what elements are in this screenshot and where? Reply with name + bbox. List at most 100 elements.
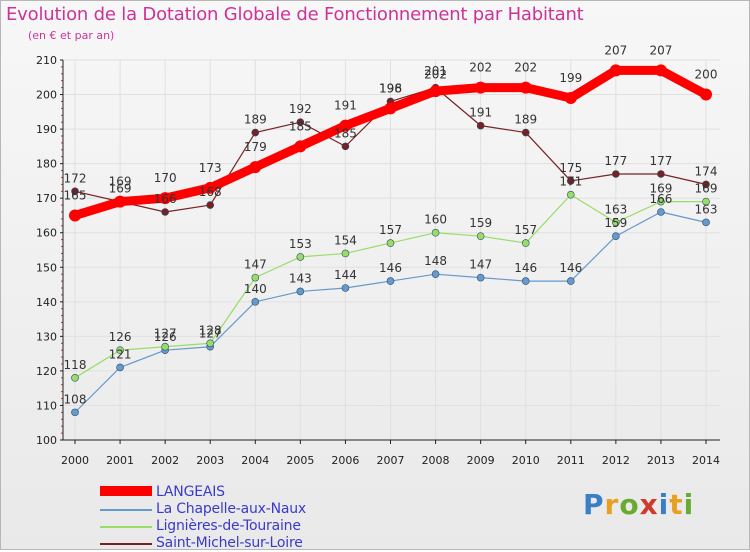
chart-title: Evolution de la Dotation Globale de Fonc… [6,4,584,25]
data-point-la-chapelle-aux-naux [476,273,485,282]
legend-label: Saint-Michel-sur-Loire [156,535,303,551]
data-point-la-chapelle-aux-naux [431,270,440,278]
data-label-langeais: 202 [514,61,537,75]
data-label-lignieres-de-touraine: 126 [109,330,132,344]
data-point-la-chapelle-aux-naux [521,277,530,285]
series-layer [69,64,712,417]
data-point-saint-michel-sur-loire [71,187,79,196]
data-label-saint-michel-sur-loire: 185 [334,126,357,140]
data-point-langeais [564,92,577,104]
data-label-lignieres-de-touraine: 160 [424,213,447,227]
data-label-langeais: 169 [109,175,132,189]
data-point-la-chapelle-aux-naux [116,363,124,372]
data-label-saint-michel-sur-loire: 166 [154,192,177,206]
data-point-saint-michel-sur-loire [521,128,530,137]
legend-label: Lignières-de-Touraine [156,518,301,534]
axes: 100 110 120 130 140 150 160 170 180 190 200 210 2000… [36,54,720,467]
data-point-saint-michel-sur-loire [296,118,305,126]
data-label-langeais: 196 [379,81,402,95]
data-point-saint-michel-sur-loire [206,201,215,209]
data-label-la-chapelle-aux-naux: 159 [604,216,627,230]
data-label-saint-michel-sur-loire: 198 [379,81,402,95]
logo-letter: o [619,488,640,521]
data-point-saint-michel-sur-loire [251,128,260,137]
data-point-la-chapelle-aux-naux [566,277,575,285]
y-tick-label: 170 [36,192,57,205]
y-tick-label: 150 [36,261,57,274]
data-label-la-chapelle-aux-naux: 121 [109,347,132,361]
data-label-lignieres-de-touraine: 157 [379,223,402,237]
x-tick-label: 2007 [377,454,405,467]
data-point-lignieres-de-touraine [206,339,215,348]
chart-subtitle: (en € et par an) [28,29,115,42]
x-tick-label: 2000 [61,454,89,467]
data-label-la-chapelle-aux-naux: 126 [154,330,177,344]
x-tick-label: 2013 [647,454,675,467]
data-label-la-chapelle-aux-naux: 146 [514,261,537,275]
data-label-lignieres-de-touraine: 153 [289,237,312,251]
data-label-saint-michel-sur-loire: 189 [514,113,537,127]
y-tick-label: 160 [36,227,57,240]
data-label-la-chapelle-aux-naux: 127 [199,327,222,341]
data-point-langeais [294,140,307,153]
legend-swatch-langeais [100,486,152,496]
data-point-la-chapelle-aux-naux [657,208,665,216]
data-point-lignieres-de-touraine [251,273,260,282]
data-label-lignieres-de-touraine: 154 [334,233,357,247]
data-label-lignieres-de-touraine: 171 [559,175,582,189]
data-label-langeais: 200 [695,68,718,82]
legend-label: LANGEAIS [156,484,225,500]
data-label-saint-michel-sur-loire: 175 [559,161,582,175]
data-point-lignieres-de-touraine [341,249,350,258]
data-label-la-chapelle-aux-naux: 108 [64,392,87,406]
legend-swatch-la-chapelle-aux-naux [100,509,152,511]
data-label-lignieres-de-touraine: 169 [695,182,718,196]
data-label-la-chapelle-aux-naux: 146 [379,261,402,275]
data-label-saint-michel-sur-loire: 202 [424,68,447,82]
data-label-saint-michel-sur-loire: 169 [109,182,132,196]
data-label-saint-michel-sur-loire: 191 [469,106,492,120]
legend-swatch-lignieres-de-touraine [100,526,152,528]
data-point-saint-michel-sur-loire [566,177,575,185]
data-label-lignieres-de-touraine: 127 [154,327,177,341]
data-point-saint-michel-sur-loire [341,142,350,151]
grid-lines [63,59,720,441]
data-point-lignieres-de-touraine [116,346,124,354]
y-tick-label: 140 [36,296,57,309]
data-point-saint-michel-sur-loire [476,121,485,130]
data-point-langeais [339,119,352,132]
y-tick-label: 100 [36,434,57,447]
data-label-lignieres-de-touraine: 169 [649,182,672,196]
y-tick-label: 120 [36,365,57,378]
data-label-langeais: 207 [604,43,627,57]
x-tick-label: 2008 [422,454,450,467]
data-point-saint-michel-sur-loire [702,180,710,189]
data-label-langeais: 201 [424,64,447,78]
data-label-la-chapelle-aux-naux: 163 [695,202,718,216]
y-tick-label: 210 [36,54,57,67]
data-point-la-chapelle-aux-naux [386,277,395,285]
data-point-lignieres-de-touraine [476,232,485,240]
x-tick-label: 2005 [286,454,314,467]
data-label-la-chapelle-aux-naux: 148 [424,254,447,268]
data-label-langeais: 202 [469,61,492,75]
data-label-la-chapelle-aux-naux: 143 [289,271,312,285]
data-label-la-chapelle-aux-naux: 147 [469,258,492,272]
data-point-la-chapelle-aux-naux [71,408,79,417]
data-point-la-chapelle-aux-naux [251,298,260,306]
data-point-langeais [69,209,81,222]
data-point-la-chapelle-aux-naux [341,284,350,292]
x-tick-label: 2004 [241,454,269,467]
y-tick-label: 130 [36,330,57,343]
x-tick-label: 2002 [151,454,179,467]
data-point-saint-michel-sur-loire [161,208,169,216]
data-label-saint-michel-sur-loire: 177 [649,154,672,168]
x-tick-label: 2001 [106,454,134,467]
data-label-lignieres-de-touraine: 128 [199,323,222,337]
x-tick-label: 2012 [602,454,630,467]
data-label-saint-michel-sur-loire: 177 [604,154,627,168]
data-label-lignieres-de-touraine: 118 [64,358,87,372]
data-point-langeais [519,81,532,94]
x-tick-label: 2009 [467,454,495,467]
